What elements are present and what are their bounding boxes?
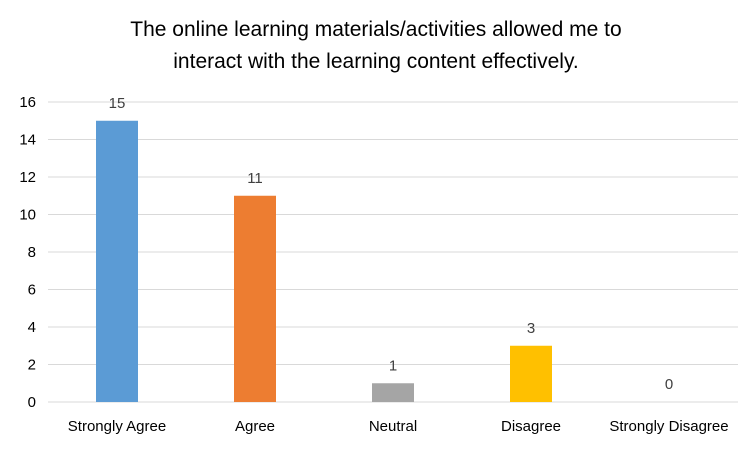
- x-category-label: Strongly Agree: [68, 418, 166, 435]
- x-category-label: Disagree: [501, 418, 561, 435]
- y-tick-label: 0: [28, 394, 36, 411]
- y-tick-label: 10: [19, 207, 36, 224]
- x-category-label: Agree: [235, 418, 275, 435]
- data-label: 15: [109, 95, 126, 112]
- y-tick-label: 6: [28, 282, 36, 299]
- y-tick-label: 8: [28, 244, 36, 261]
- y-tick-label: 4: [28, 319, 36, 336]
- y-tick-label: 16: [19, 94, 36, 111]
- data-label: 3: [527, 320, 535, 337]
- bar: [372, 383, 414, 402]
- y-tick-label: 12: [19, 169, 36, 186]
- bar: [234, 195, 276, 402]
- x-category-label: Neutral: [369, 418, 417, 435]
- bar: [96, 120, 138, 402]
- data-label: 0: [665, 376, 673, 393]
- data-label: 1: [389, 357, 397, 374]
- y-tick-label: 14: [19, 132, 36, 149]
- bar: [510, 345, 552, 402]
- data-label: 11: [247, 170, 263, 187]
- chart-title: The online learning materials/activities…: [130, 18, 622, 73]
- y-tick-label: 2: [28, 357, 36, 374]
- x-category-label: Strongly Disagree: [609, 418, 728, 435]
